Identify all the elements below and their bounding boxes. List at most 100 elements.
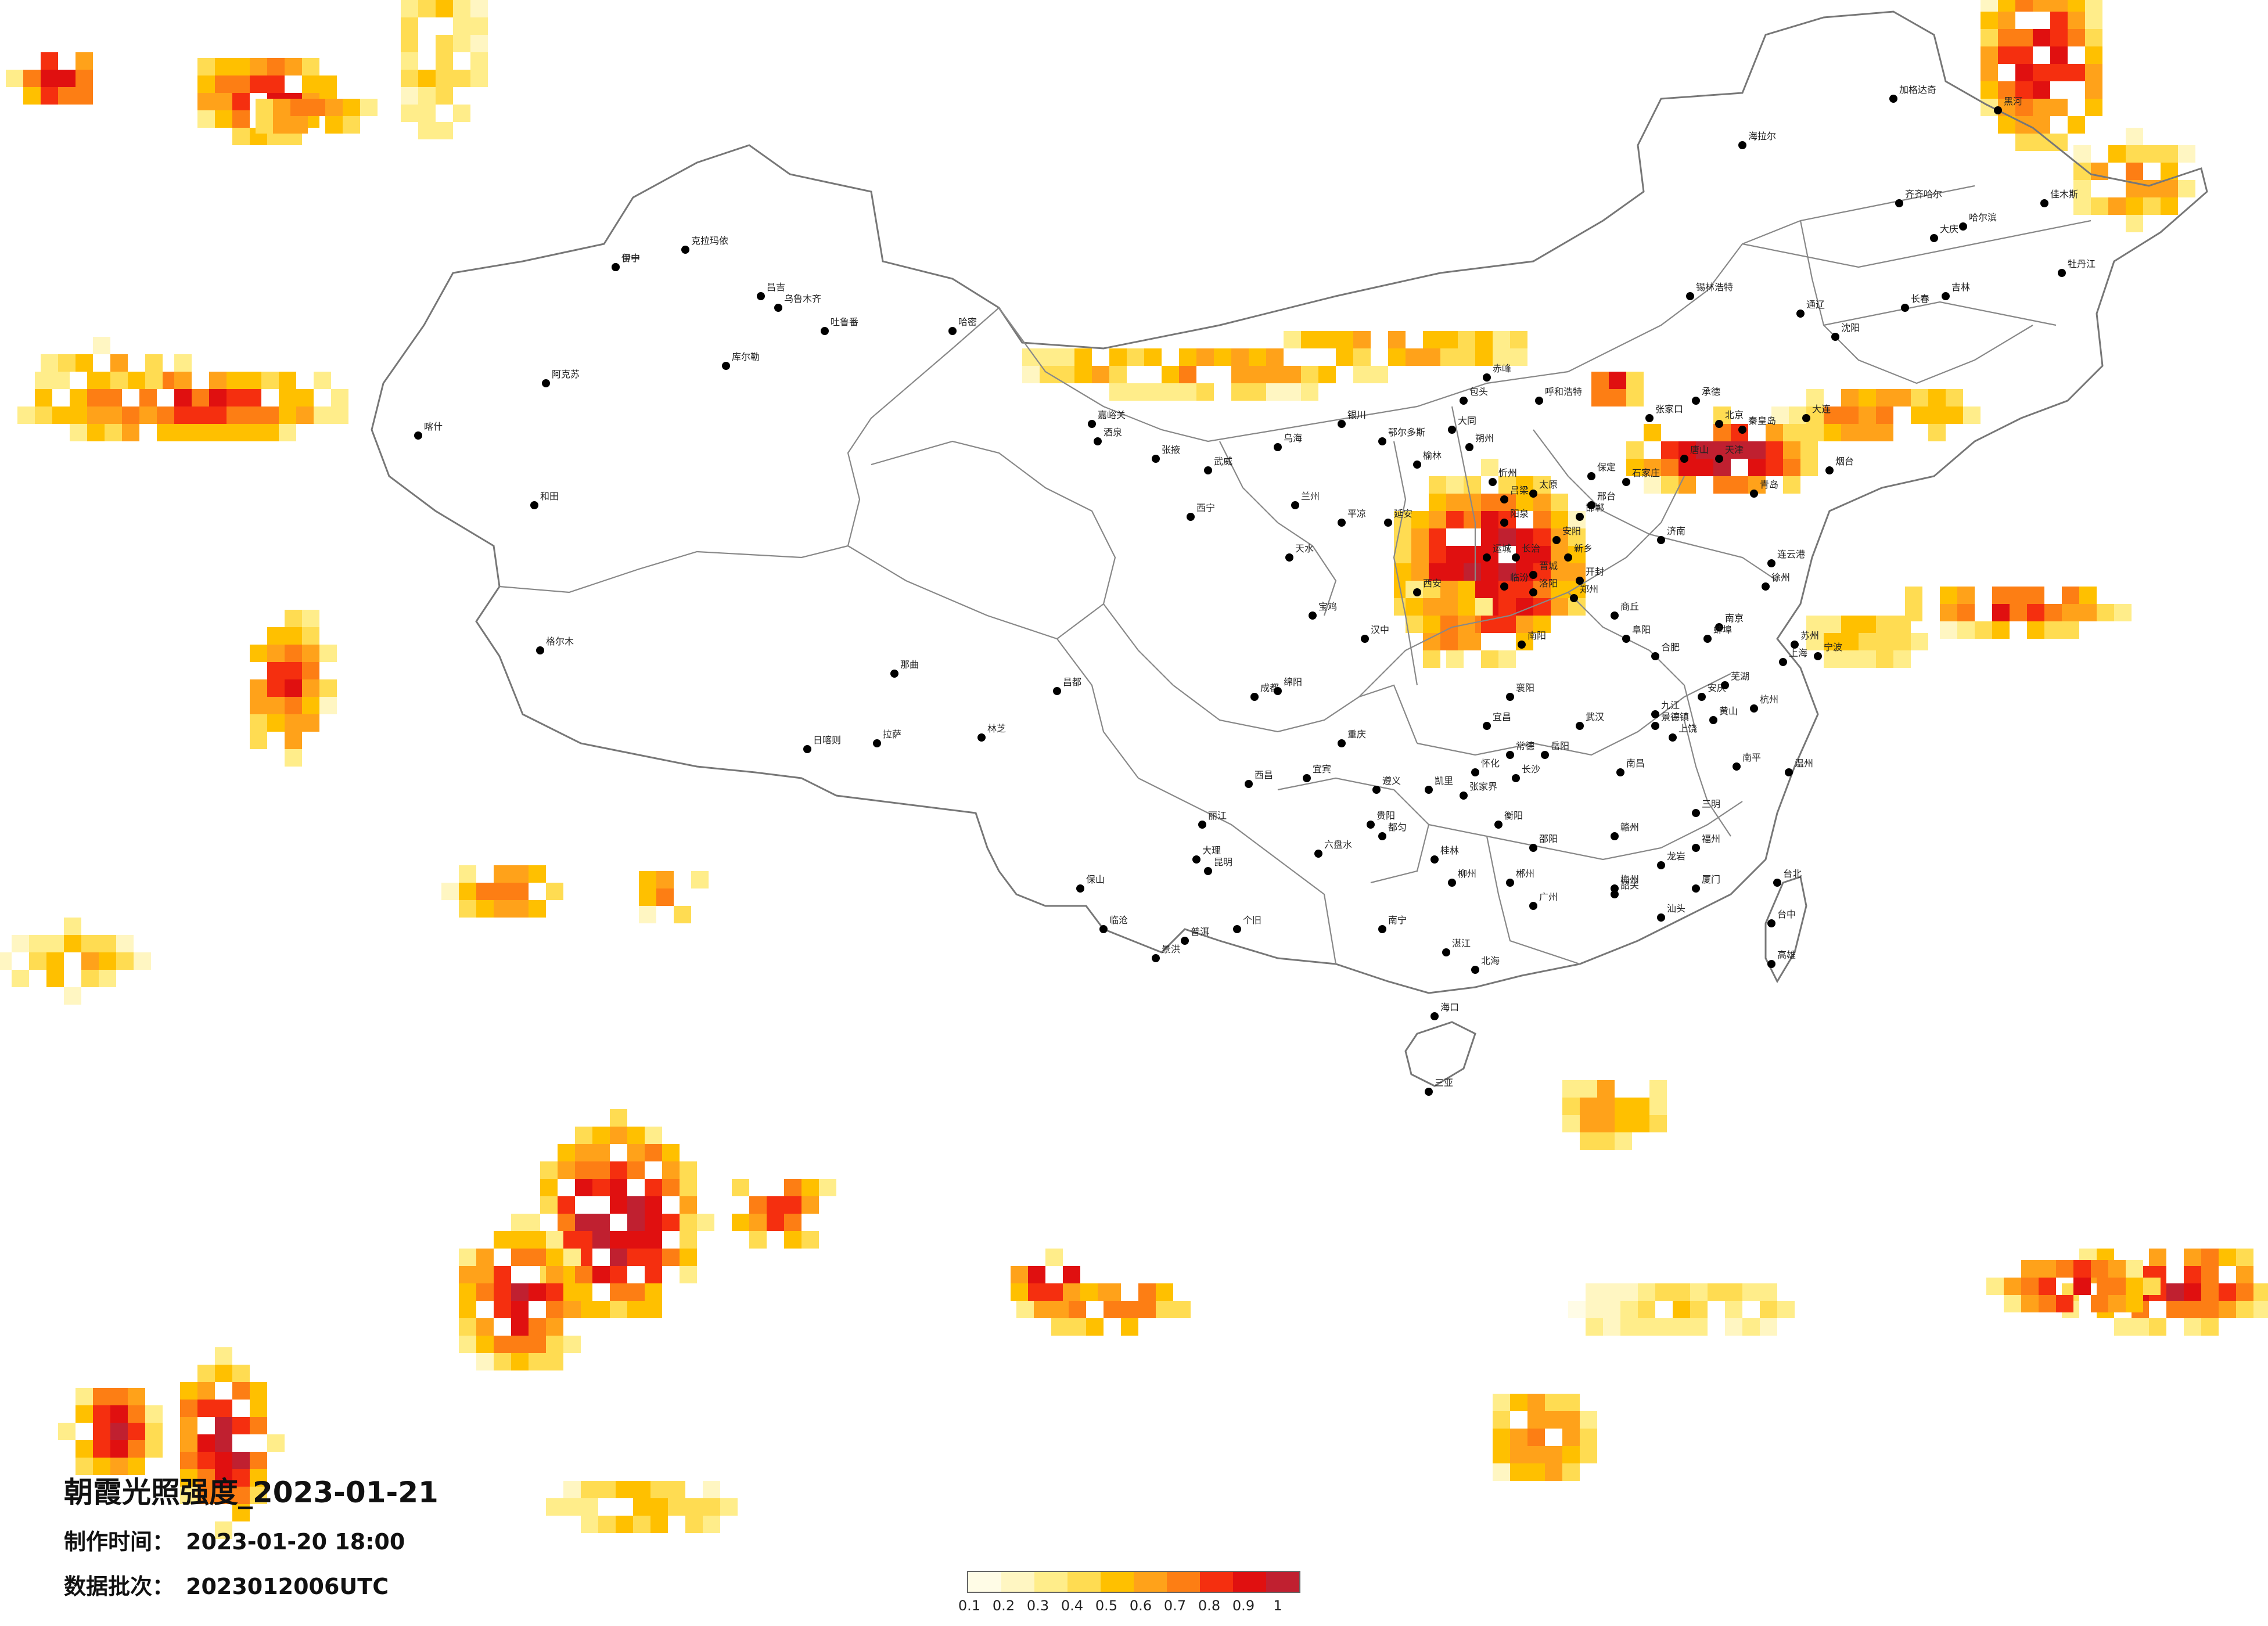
heat-cell — [819, 1179, 836, 1196]
heat-cell — [1731, 476, 1748, 494]
heat-cell — [1597, 1080, 1615, 1098]
heat-cell — [290, 99, 308, 116]
city-dot — [1094, 437, 1102, 445]
heat-cell — [1516, 616, 1533, 633]
heat-cell — [592, 1144, 610, 1161]
city-marker: 昌都 — [1053, 677, 1081, 695]
heat-cell — [2073, 1278, 2091, 1295]
heat-cell — [180, 1400, 197, 1417]
heat-cell — [2050, 99, 2068, 116]
city-marker: 乌海 — [1274, 433, 1302, 451]
city-label: 南京 — [1725, 613, 1744, 624]
city-label: 三明 — [1702, 798, 1720, 810]
city-label: 哈尔滨 — [1969, 212, 1997, 223]
city-label: 黑河 — [2004, 96, 2022, 107]
heat-cell — [302, 697, 319, 714]
heat-cell — [691, 871, 709, 888]
heat-cell — [285, 58, 302, 75]
heat-cell — [1632, 1115, 1649, 1132]
heat-cell — [1498, 528, 1516, 546]
city-marker: 喀什 — [414, 421, 443, 440]
heat-cell — [1597, 1115, 1615, 1132]
heat-cell — [273, 99, 290, 116]
heat-cell — [1440, 581, 1458, 598]
heat-cell — [1109, 348, 1127, 366]
heat-cell — [174, 406, 192, 424]
heat-cell — [1446, 511, 1464, 528]
heat-cell — [2201, 1249, 2219, 1266]
city-marker: 合肥 — [1651, 642, 1680, 660]
heat-cell — [343, 116, 360, 134]
city-label: 高雄 — [1777, 949, 1796, 961]
city-dot — [1413, 461, 1421, 469]
heat-cell — [70, 424, 87, 441]
heat-cell — [610, 1109, 627, 1127]
heat-cell — [2178, 180, 2195, 197]
heat-cell — [1074, 348, 1092, 366]
heat-cell — [232, 1504, 250, 1521]
heat-cell — [1411, 511, 1429, 528]
city-dot — [1779, 658, 1787, 666]
heat-cell — [563, 1301, 581, 1318]
city-label: 通辽 — [1806, 299, 1825, 310]
city-dot — [1541, 751, 1549, 759]
heat-cell — [575, 1266, 592, 1283]
city-label: 郑州 — [1580, 584, 1598, 595]
heat-cell — [1121, 1318, 1138, 1336]
city-marker: 大同 — [1448, 415, 1476, 434]
heat-cell — [1615, 1132, 1632, 1150]
heat-cell — [2236, 1301, 2253, 1318]
city-label: 连云港 — [1777, 549, 1805, 560]
heat-cell — [1527, 1446, 1545, 1463]
heat-cell — [197, 1487, 215, 1504]
heat-cell — [110, 354, 128, 372]
heat-cell — [1498, 563, 1516, 581]
city-marker: 台中 — [1767, 909, 1796, 927]
border-guangdong — [1486, 836, 1580, 965]
heat-cell — [2126, 163, 2143, 180]
taiwan-outline — [1764, 876, 1807, 984]
city-dot — [1692, 884, 1700, 893]
heat-cell — [1249, 366, 1266, 383]
heat-cell — [1992, 587, 2010, 604]
border-heilongjiang — [1742, 220, 2091, 268]
heat-cell — [2015, 29, 2033, 46]
heat-cell — [749, 1231, 767, 1249]
city-dot — [1576, 513, 1584, 521]
heat-cell — [1591, 389, 1609, 406]
heat-cell — [1104, 1283, 1121, 1301]
heat-cell — [2079, 587, 2097, 604]
city-marker: 岳阳 — [1541, 740, 1569, 759]
city-label: 平凉 — [1347, 508, 1366, 519]
heat-cell — [610, 1127, 627, 1144]
heat-cell — [2015, 0, 2033, 12]
heat-cell — [2039, 1260, 2056, 1278]
heat-cell — [1620, 1301, 1638, 1318]
heat-cell — [476, 900, 494, 918]
heat-cell — [285, 645, 302, 662]
city-marker: 南平 — [1733, 752, 1761, 771]
city-dot — [1703, 635, 1712, 643]
city-dot — [1448, 426, 1456, 434]
heat-cell — [1632, 1098, 1649, 1115]
heat-cell — [1620, 1283, 1638, 1301]
heat-cell — [1458, 331, 1475, 348]
heat-cell — [2015, 64, 2033, 81]
city-label: 青岛 — [1760, 479, 1778, 490]
heat-cell — [1789, 406, 1806, 424]
heat-cell — [105, 424, 122, 441]
heat-cell — [732, 1179, 749, 1196]
heat-cell — [1568, 1301, 1586, 1318]
heat-cell — [1806, 633, 1824, 650]
city-dot — [1825, 466, 1834, 474]
heat-cell — [610, 1179, 627, 1196]
heat-cell — [436, 0, 453, 17]
heat-cell — [767, 1214, 784, 1231]
heat-cell — [662, 1161, 680, 1179]
heat-cell — [1981, 12, 1998, 29]
city-dot — [873, 739, 881, 747]
heat-cell — [575, 1144, 592, 1161]
heat-cell — [2033, 64, 2050, 81]
city-marker: 衡阳 — [1494, 810, 1523, 829]
heat-cell — [662, 1144, 680, 1161]
